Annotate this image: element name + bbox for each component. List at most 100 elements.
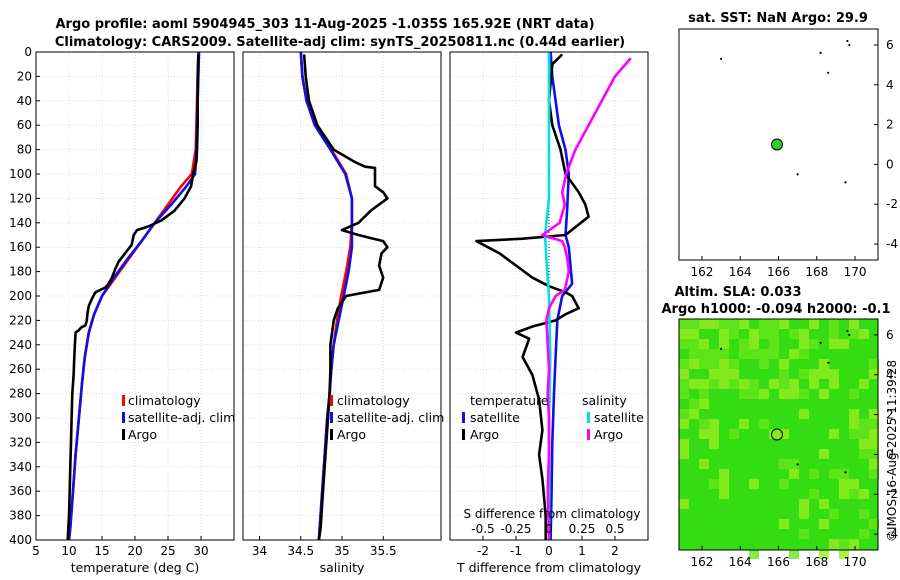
- legend-salinity-title: salinity: [582, 393, 627, 408]
- legend-swatch-climatology: [330, 395, 333, 406]
- sla-cell: [839, 489, 849, 499]
- legend-swatch-argo: [330, 429, 333, 440]
- difference-legend: temperature satellite Argo salinity sate…: [462, 393, 644, 442]
- sla-cell: [789, 549, 799, 559]
- x-tick-label: 10: [61, 544, 76, 558]
- lon-tick-label: 164: [729, 555, 752, 569]
- sla-cell: [769, 329, 779, 339]
- sla-cell: [699, 419, 709, 429]
- lon-tick-label: 162: [691, 555, 714, 569]
- sla-cell: [829, 339, 839, 349]
- sla-cell: [849, 409, 859, 419]
- legend-swatch-climatology: [122, 395, 125, 406]
- y-tick-label: 200: [9, 289, 32, 303]
- series-argo: [66, 54, 200, 540]
- y-tick-label: 180: [9, 265, 32, 279]
- sla-cell: [709, 419, 719, 429]
- sla-cell: [809, 369, 819, 379]
- salinity-panel: 34 34.5 35 35.5 salinity: [242, 51, 442, 575]
- sla-cell: [799, 339, 809, 349]
- sla-cell: [839, 539, 849, 549]
- sla-cell: [699, 459, 709, 469]
- sla-cell: [849, 429, 859, 439]
- sla-cell: [869, 439, 879, 449]
- sla-cell: [839, 469, 849, 479]
- x-tick-label: -2: [477, 544, 489, 558]
- sla-cell: [719, 479, 729, 489]
- sla-cell: [839, 339, 849, 349]
- sla-cell: [689, 329, 699, 339]
- island: [827, 71, 830, 74]
- x-tick-label: 0: [545, 544, 553, 558]
- sla-cell: [839, 479, 849, 489]
- s-tick-label: -0.25: [500, 522, 531, 536]
- watermark: ©IMOS 16-Aug-2025 11:39:28: [885, 360, 899, 542]
- sla-cell: [789, 459, 799, 469]
- difference-panel: -2 -1 0 1 2 T difference from climatology: [449, 51, 649, 575]
- sla-cell: [799, 529, 809, 539]
- sla-cell: [689, 409, 699, 419]
- y-tick-label: 160: [9, 240, 32, 254]
- sla-cell: [779, 379, 789, 389]
- sla-cell: [779, 459, 789, 469]
- island: [848, 333, 851, 337]
- axes-frame: [449, 51, 649, 541]
- island: [719, 57, 723, 60]
- sla-cell: [849, 479, 859, 489]
- sla-cell: [859, 509, 869, 519]
- x-axis-label: temperature (deg C): [71, 560, 200, 575]
- island: [719, 347, 723, 350]
- sla-cell: [719, 469, 729, 479]
- x-tick-label: 5: [32, 544, 40, 558]
- sla-cell: [809, 339, 819, 349]
- sla-cell: [739, 389, 749, 399]
- sla-cell: [689, 349, 699, 359]
- y-tick-label: 280: [9, 387, 32, 401]
- sla-cell: [699, 349, 709, 359]
- legend-swatch-argo: [122, 429, 125, 440]
- sla-cell: [769, 339, 779, 349]
- salinity-legend: climatology satellite-adj. clim Argo: [330, 393, 444, 442]
- x-tick-label: 15: [94, 544, 109, 558]
- x-tick-label: 2: [611, 544, 619, 558]
- sla-cell: [799, 349, 809, 359]
- sla-cell: [719, 369, 729, 379]
- sla-cell: [769, 379, 779, 389]
- sla-cell: [869, 519, 879, 529]
- lon-tick-label: 170: [844, 555, 867, 569]
- island: [846, 39, 849, 43]
- x-tick-label: 20: [127, 544, 142, 558]
- sla-cell: [849, 319, 859, 329]
- sla-cell: [799, 369, 809, 379]
- sla-cell: [759, 419, 769, 429]
- sla-cell: [819, 499, 829, 509]
- sla-cell: [679, 449, 689, 459]
- sla-cell: [769, 319, 779, 329]
- lat-tick-label: -2: [886, 487, 898, 501]
- sla-cell: [699, 359, 709, 369]
- map-bottom-title2: Argo h1000: -0.094 h2000: -0.1: [661, 302, 890, 317]
- series-climatology: [67, 52, 200, 540]
- sla-cell: [779, 389, 789, 399]
- sla-cell: [709, 479, 719, 489]
- island: [796, 463, 799, 466]
- sla-cell: [779, 319, 789, 329]
- sla-cell: [869, 369, 879, 379]
- lat-tick-label: 6: [886, 38, 894, 52]
- legend-argo: Argo: [128, 427, 157, 442]
- sla-cell: [749, 349, 759, 359]
- sla-cell: [869, 409, 879, 419]
- sla-cell: [859, 419, 869, 429]
- legend-s-argo: Argo: [594, 427, 623, 442]
- lat-tick-label: 2: [886, 408, 894, 422]
- lat-tick-label: 4: [886, 368, 894, 382]
- legend-swatch-t-satellite: [462, 412, 465, 423]
- sla-cell: [709, 379, 719, 389]
- y-tick-label: 20: [17, 69, 32, 83]
- map-bottom: 162 164 166 168 170 6 4 2 0 -2 -4: [678, 318, 898, 569]
- sla-cell: [779, 519, 789, 529]
- lat-tick-label: 6: [886, 328, 894, 342]
- sla-cell: [829, 379, 839, 389]
- sla-cell: [819, 389, 829, 399]
